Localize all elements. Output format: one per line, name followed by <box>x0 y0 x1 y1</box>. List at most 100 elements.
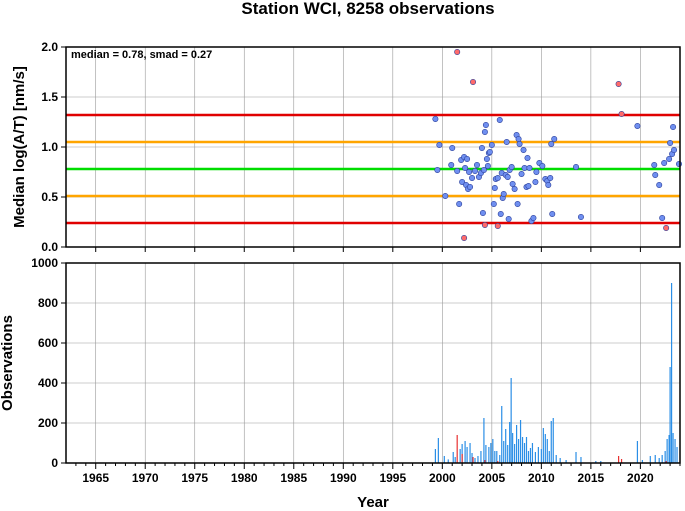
data-point <box>496 117 503 124</box>
data-point <box>448 162 455 169</box>
x-axis-label: Year <box>357 494 389 511</box>
bottom-y-tick-label: 1000 <box>31 256 58 270</box>
data-point <box>434 167 441 174</box>
data-point <box>483 156 490 163</box>
data-point <box>497 211 504 218</box>
bottom-grid <box>66 262 680 464</box>
data-point <box>661 160 668 167</box>
data-point <box>671 147 678 154</box>
data-point <box>666 156 673 163</box>
data-point <box>547 175 554 182</box>
data-point <box>532 179 539 186</box>
bottom-y-tick-label: 400 <box>38 376 58 390</box>
data-point <box>676 161 683 168</box>
data-point <box>478 145 485 152</box>
data-point <box>491 185 498 192</box>
data-point <box>436 142 443 149</box>
data-point <box>454 48 461 55</box>
top-y-tick-label: 2.0 <box>41 40 58 54</box>
data-point <box>432 116 439 123</box>
data-point <box>472 168 479 175</box>
data-point <box>470 79 477 86</box>
data-point <box>482 122 489 129</box>
x-tick-label: 2010 <box>528 471 555 485</box>
bottom-y-tick-label: 600 <box>38 336 58 350</box>
chart-title: Station WCI, 8258 observations <box>241 0 494 18</box>
data-point <box>469 175 476 182</box>
data-point <box>480 167 487 174</box>
data-point <box>508 164 515 171</box>
data-point <box>479 210 486 217</box>
data-point <box>524 155 531 162</box>
data-point <box>494 175 501 182</box>
x-tick-label: 1975 <box>181 471 208 485</box>
bottom-x-ticks: 1965 1970 1975 1980 1985 1990 1995 2000 2005 2010… <box>75 463 681 485</box>
data-point <box>618 111 625 118</box>
data-point <box>466 169 473 176</box>
data-point <box>551 136 558 143</box>
bottom-y-tick-label: 800 <box>38 296 58 310</box>
data-point <box>484 163 491 170</box>
top-y-ticks: 0.0 0.5 1.0 1.5 2.0 <box>41 40 66 254</box>
bottom-y-ticks: 0 200 400 600 800 1000 <box>31 256 66 470</box>
data-point <box>511 186 518 193</box>
data-point <box>545 182 552 189</box>
top-y-tick-label: 1.5 <box>41 90 58 104</box>
x-tick-label: 1970 <box>132 471 159 485</box>
data-point <box>573 164 580 171</box>
data-point <box>615 81 622 88</box>
top-reference-lines <box>66 113 680 225</box>
data-point <box>464 156 471 163</box>
x-tick-label: 2015 <box>578 471 605 485</box>
data-point <box>467 184 474 191</box>
data-point <box>486 149 493 156</box>
top-panel: 0.0 0.5 1.0 1.5 2.0 median = 0.78, smad = 0.… <box>11 40 683 254</box>
x-tick-label: 2005 <box>478 471 505 485</box>
top-points <box>432 48 683 242</box>
data-point <box>454 168 461 175</box>
data-point <box>663 225 670 232</box>
x-tick-label: 1990 <box>330 471 357 485</box>
data-point <box>504 174 511 181</box>
data-point <box>651 162 658 169</box>
top-grid <box>66 46 680 248</box>
data-point <box>516 141 523 148</box>
x-tick-label: 1980 <box>231 471 258 485</box>
top-x-ticks <box>95 247 641 252</box>
data-point <box>500 191 507 198</box>
data-point <box>449 145 456 152</box>
data-point <box>494 223 501 230</box>
data-point <box>488 142 495 149</box>
data-point <box>526 165 533 172</box>
data-point <box>521 165 528 172</box>
x-tick-label: 2000 <box>429 471 456 485</box>
data-point <box>514 201 521 208</box>
data-point <box>515 136 522 143</box>
data-point <box>473 162 480 169</box>
data-point <box>667 140 674 147</box>
x-tick-label: 1965 <box>82 471 109 485</box>
data-point <box>520 147 527 154</box>
data-point <box>530 215 537 222</box>
bottom-y-tick-label: 0 <box>51 456 58 470</box>
bottom-y-tick-label: 200 <box>38 416 58 430</box>
data-point <box>533 169 540 176</box>
annotation-median-smad: median = 0.78, smad = 0.27 <box>71 49 212 61</box>
data-point <box>656 182 663 189</box>
bottom-bars <box>434 283 678 463</box>
data-point <box>548 141 555 148</box>
data-point <box>490 201 497 208</box>
data-point <box>509 181 516 188</box>
x-tick-label: 1995 <box>379 471 406 485</box>
data-point <box>539 163 546 170</box>
bottom-plot-frame <box>65 262 681 464</box>
x-tick-label: 1985 <box>280 471 307 485</box>
top-y-tick-label: 1.0 <box>41 140 58 154</box>
top-y-axis-label: Median log(A/T) [nm/s] <box>11 66 28 228</box>
data-point <box>518 171 525 178</box>
bottom-y-axis-label: Observations <box>0 315 16 411</box>
data-point <box>442 193 449 200</box>
data-point <box>652 172 659 179</box>
